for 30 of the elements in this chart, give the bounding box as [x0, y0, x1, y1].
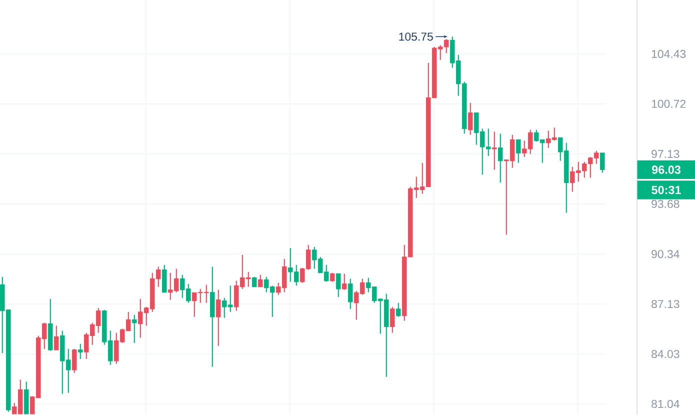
y-tick-label: 81.04: [652, 400, 680, 408]
y-tick-label: 84.03: [652, 350, 680, 358]
candlestick: [396, 302, 401, 318]
y-tick-label: 100.72: [652, 100, 686, 108]
candlestick: [252, 276, 257, 288]
candlestick: [516, 139, 521, 164]
text: 96.03: [652, 166, 681, 174]
candlestick: [78, 343, 83, 360]
candlestick: [348, 278, 353, 310]
candlestick: [72, 348, 77, 374]
candlestick: [330, 272, 335, 282]
candlestick: [216, 289, 221, 346]
candlestick: [258, 274, 263, 288]
y-tick-label: 93.68: [652, 200, 680, 208]
y-tick-label: 97.13: [652, 150, 680, 158]
candlestick: [492, 131, 497, 170]
candlestick: [336, 273, 341, 298]
text: 50:31: [652, 186, 681, 194]
candlestick: [600, 152, 605, 174]
candlestick: [54, 325, 59, 350]
candlestick: [498, 133, 503, 184]
y-tick-label: 87.13: [652, 300, 680, 308]
y-tick-label: 90.34: [652, 250, 680, 258]
candlestick: [132, 314, 137, 344]
candlestick: [468, 102, 473, 136]
candlestick: [390, 306, 395, 334]
y-tick-label: 104.43: [652, 50, 686, 58]
annotation: 105.75: [399, 32, 433, 41]
candlestick: [342, 273, 347, 290]
candlestick: [162, 264, 167, 293]
